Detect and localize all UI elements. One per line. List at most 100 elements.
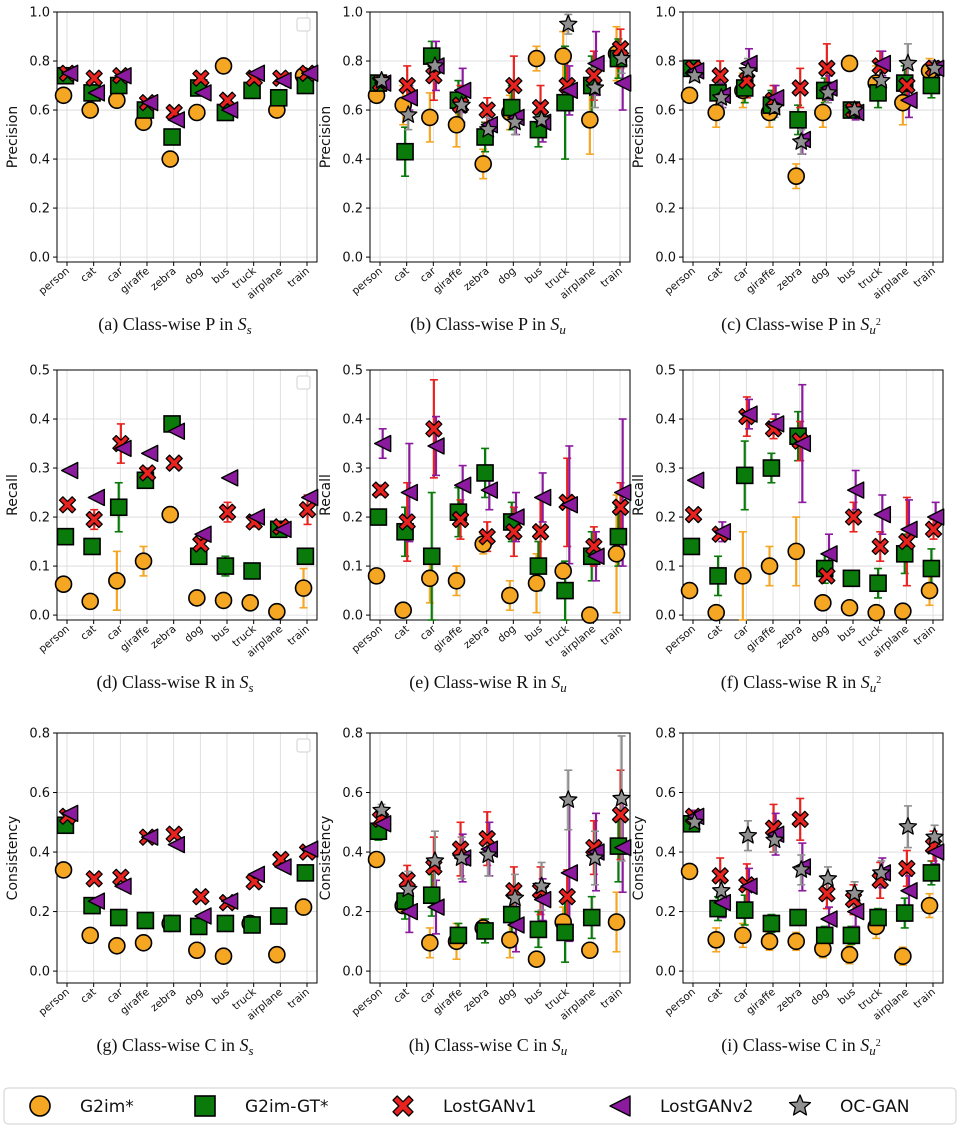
marker-oc-gan-train (925, 827, 944, 846)
x-tick-label: dog (495, 986, 518, 1008)
marker-g2im-gt-car (735, 901, 754, 919)
plot-area (57, 12, 317, 262)
marker-lostganv1-bus (531, 98, 550, 117)
x-tick-label: person (350, 986, 385, 1018)
marker-lostganv2-truck (247, 64, 266, 82)
marker-g2im-car (421, 934, 439, 952)
y-tick-label: 0.6 (342, 786, 363, 801)
marker-lostganv2-giraffe (140, 444, 159, 463)
marker-lostganv1-zebra (478, 101, 496, 119)
caption-subscript: s (247, 322, 252, 337)
legend-item-lostganv2: LostGANv2 (609, 1095, 754, 1117)
marker-oc-gan-train (612, 788, 631, 807)
y-tick-label: 0.5 (342, 364, 363, 379)
panel-f: 0.0 0.1 0.2 0.3 0.4 0.5 person cat cargiraffezeb… (631, 364, 945, 695)
marker-oc-gan-truck (559, 14, 578, 33)
y-tick-label: 0.2 (655, 905, 676, 920)
legend-marker-lostganv2 (609, 1095, 631, 1117)
marker-lostganv2-truck (560, 864, 579, 882)
y-tick-label: 0.0 (655, 965, 676, 980)
marker-lostganv1-person (684, 505, 703, 524)
plot-area (683, 12, 943, 262)
series-layer (54, 415, 319, 621)
marker-g2im-car (108, 936, 126, 955)
caption-superscript: 2 (876, 675, 881, 686)
marker-lostganv1-cat (711, 867, 729, 885)
y-axis-label: Recall (5, 474, 21, 516)
marker-g2im-gt-zebra (163, 128, 181, 146)
marker-oc-gan-giraffe (452, 95, 471, 114)
marker-lostganv2-truck (873, 505, 892, 524)
marker-lostganv2-giraffe (140, 93, 159, 112)
series-layer (367, 735, 632, 968)
marker-lostganv2-giraffe (453, 81, 472, 100)
x-tick-label: zebra (148, 265, 178, 293)
marker-oc-gan-airplane (898, 817, 918, 835)
x-tick-label: zebra (461, 623, 491, 651)
x-tick-label: cat (78, 623, 98, 643)
marker-g2im-gt-person (369, 508, 388, 526)
marker-oc-gan-airplane (898, 53, 918, 72)
y-tick-label: 0.5 (655, 364, 676, 379)
marker-g2im-gt-bus (529, 920, 548, 939)
y-tick-label: 0.0 (342, 251, 363, 266)
marker-g2im-gt-giraffe (762, 459, 781, 477)
legend-marker-oc-gan (788, 1094, 812, 1116)
marker-lostganv2-train (613, 74, 632, 92)
marker-g2im-zebra (161, 505, 179, 524)
x-tick-label: car (105, 623, 126, 643)
x-tick-label: person (663, 986, 698, 1018)
marker-g2im-gt-dog (815, 926, 834, 945)
marker-g2im-gt-truck (556, 581, 574, 600)
marker-lostganv2-airplane (900, 882, 918, 900)
y-tick-label: 0.4 (29, 413, 50, 428)
panel-d: 0.0 0.1 0.2 0.3 0.4 0.5 person cat cargiraffezeb… (5, 364, 319, 695)
marker-lostganv2-bus (220, 892, 239, 910)
marker-g2im-gt-truck (556, 93, 574, 112)
marker-g2im-train (294, 898, 313, 916)
marker-g2im-person (367, 567, 386, 585)
marker-g2im-gt-car (422, 886, 441, 905)
series-layer (367, 379, 632, 624)
marker-g2im-truck (867, 603, 886, 622)
caption-subscript: u (870, 680, 877, 695)
marker-g2im-dog (188, 941, 206, 960)
x-tick-label: person (663, 265, 698, 297)
x-tick-label: cat (391, 265, 411, 285)
marker-lostganv2-train (300, 488, 319, 507)
panel-caption: (g) Class-wise C in Ss (96, 1035, 253, 1058)
marker-lostganv2-train (300, 64, 319, 82)
marker-g2im-zebra (161, 150, 179, 168)
marker-lostganv2-zebra (793, 434, 812, 453)
y-tick-label: 0.8 (655, 55, 676, 70)
x-tick-label: giraffe (744, 265, 778, 296)
marker-g2im-gt-train (922, 559, 941, 578)
panel-caption: (a) Class-wise P in Ss (98, 314, 251, 337)
marker-lostganv1-zebra (791, 79, 809, 97)
x-tick-label: zebra (774, 623, 804, 651)
x-tick-label: car (105, 986, 126, 1006)
marker-g2im-bus (840, 945, 859, 964)
x-tick-label: car (418, 986, 439, 1006)
marker-g2im-gt-train (922, 864, 941, 882)
marker-g2im-dog (814, 594, 832, 612)
empty-legend-box (296, 375, 311, 390)
y-tick-label: 0.6 (29, 786, 50, 801)
marker-lostganv2-car (740, 405, 758, 423)
caption-main: (i) Class-wise C in (721, 1035, 860, 1056)
panel-caption: (c) Class-wise P in Su2 (721, 314, 881, 337)
marker-g2im-train (294, 579, 313, 597)
x-tick-label: person (663, 623, 698, 655)
marker-oc-gan-truck (872, 863, 891, 881)
series-layer (680, 797, 945, 966)
y-tick-label: 0.2 (655, 511, 676, 526)
y-tick-label: 0.2 (29, 905, 50, 920)
series-layer (680, 43, 945, 190)
y-tick-label: 0.1 (342, 560, 363, 575)
x-tick-label: bus (523, 265, 545, 286)
x-tick-label: cat (704, 986, 724, 1006)
marker-g2im-person (54, 86, 73, 105)
caption-main: (a) Class-wise P in (98, 314, 237, 335)
marker-lostganv2-car (427, 437, 445, 455)
